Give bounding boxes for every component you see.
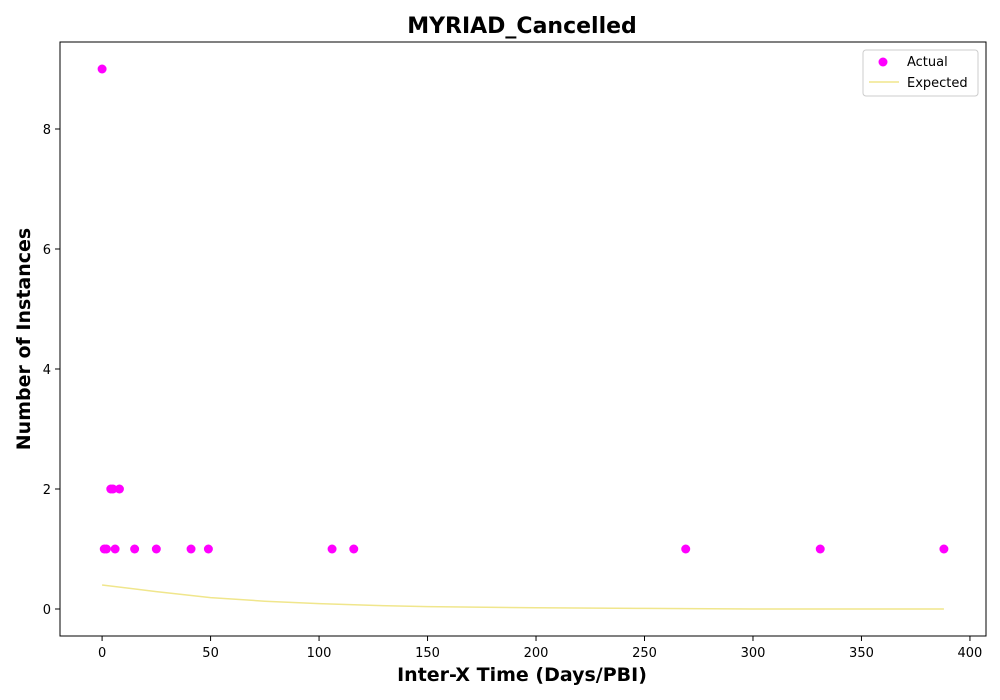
actual-point — [110, 544, 120, 554]
plot-frame — [59, 41, 987, 637]
actual-point — [114, 484, 124, 494]
actual-point — [186, 544, 196, 554]
actual-point — [939, 544, 949, 554]
x-tick-label: 300 — [741, 646, 766, 661]
y-tick-label: 2 — [43, 483, 51, 498]
x-tick-label: 250 — [632, 646, 657, 661]
legend-expected-label: Expected — [907, 76, 968, 91]
x-tick-label: 350 — [849, 646, 874, 661]
actual-point — [349, 544, 359, 554]
x-tick-label: 400 — [958, 646, 983, 661]
actual-point — [681, 544, 691, 554]
x-axis-label: Inter-X Time (Days/PBI) — [397, 664, 647, 686]
actual-point — [815, 544, 825, 554]
x-tick-label: 150 — [415, 646, 440, 661]
actual-point — [327, 544, 337, 554]
actual-point — [108, 484, 118, 494]
legend-actual-label: Actual — [907, 55, 948, 70]
x-tick-label: 0 — [98, 646, 106, 661]
actual-point — [97, 64, 107, 74]
actual-point — [151, 544, 161, 554]
legend-actual-marker — [878, 57, 888, 67]
legend-box — [862, 49, 979, 97]
x-tick-label: 200 — [524, 646, 549, 661]
chart-title: MYRIAD_Cancelled — [407, 14, 637, 39]
legend: Actual Expected — [862, 49, 979, 97]
y-axis-label: Number of Instances — [13, 228, 35, 450]
x-tick-label: 50 — [202, 646, 219, 661]
y-axis-ticks: 0 2 4 6 8 — [43, 123, 60, 618]
y-tick-label: 0 — [43, 603, 51, 618]
x-axis-ticks: 0 50 100 150 200 250 300 350 400 — [98, 636, 982, 661]
actual-point — [203, 544, 213, 554]
plot-area — [97, 64, 949, 610]
x-tick-label: 100 — [307, 646, 332, 661]
y-tick-label: 4 — [43, 363, 51, 378]
actual-point — [130, 544, 140, 554]
actual-point — [101, 544, 111, 554]
expected-line — [101, 584, 944, 610]
y-tick-label: 6 — [43, 243, 51, 258]
y-tick-label: 8 — [43, 123, 51, 138]
